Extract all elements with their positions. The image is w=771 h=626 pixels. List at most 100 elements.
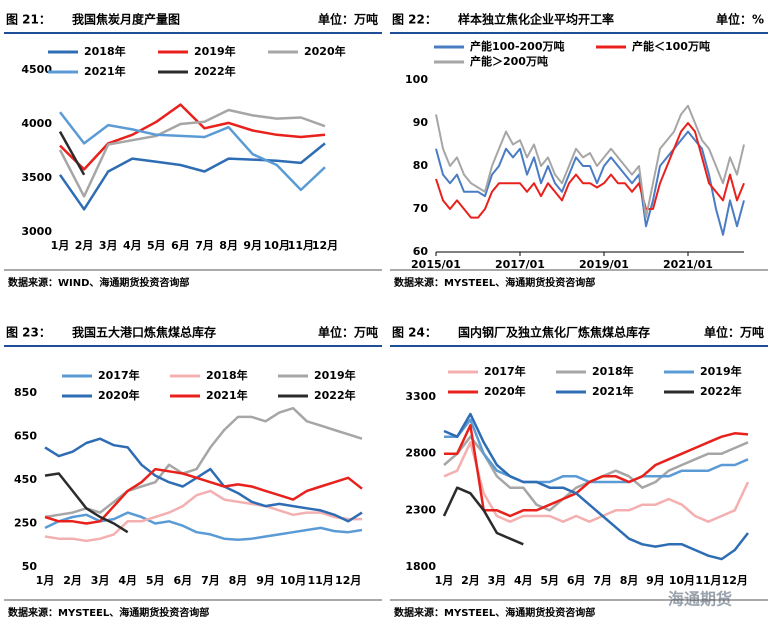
- series-line: [44, 406, 363, 519]
- x-tick-label: 12月: [722, 574, 748, 587]
- figure-number: 图 22：: [392, 13, 437, 27]
- unit-label: 单位：%: [716, 12, 764, 27]
- x-tick-label: 11月: [695, 574, 721, 587]
- y-tick-label: 1800: [405, 560, 436, 573]
- x-tick-label: 2月: [75, 239, 94, 252]
- legend-label: 2020年: [304, 44, 346, 58]
- x-tick-label: 7月: [201, 574, 220, 587]
- x-tick-label: 2月: [63, 574, 82, 587]
- x-tick-label: 9月: [646, 574, 665, 587]
- x-tick-label: 4月: [514, 574, 533, 587]
- y-tick-label: 4000: [21, 117, 52, 130]
- legend-label: 产能＞200万吨: [470, 54, 548, 68]
- x-tick-label: 10月: [264, 239, 290, 252]
- x-tick-label: 6月: [567, 574, 586, 587]
- x-tick-label: 1月: [435, 574, 454, 587]
- chart-title: 我国五大港口炼焦煤总库存: [72, 325, 216, 340]
- x-tick-label: 1月: [51, 239, 70, 252]
- x-tick-label: 12月: [335, 574, 361, 587]
- series-line: [58, 108, 326, 198]
- series-line: [44, 467, 363, 525]
- x-tick-label: 11月: [288, 239, 314, 252]
- series-line: [435, 122, 745, 219]
- x-tick-label: 5月: [146, 574, 165, 587]
- source-note: 数据来源：WIND、海通期货投资咨询部: [8, 276, 189, 289]
- chart-title: 我国焦炭月度产量图: [72, 12, 180, 27]
- watermark: 海通期货: [668, 590, 732, 609]
- unit-label: 单位：万吨: [318, 12, 378, 27]
- legend-label: 2017年: [98, 368, 140, 382]
- series-line: [435, 104, 745, 219]
- legend-label: 2020年: [98, 388, 140, 402]
- legend-label: 2019年: [700, 364, 742, 378]
- x-tick-label: 2019/01: [579, 258, 629, 271]
- x-tick-label: 1月: [36, 574, 55, 587]
- series-line: [44, 489, 362, 543]
- x-tick-label: 5月: [147, 239, 166, 252]
- legend-label: 2021年: [84, 64, 126, 78]
- y-tick-label: 60: [413, 245, 429, 258]
- legend-label: 2018年: [592, 364, 634, 378]
- y-tick-label: 80: [413, 159, 429, 172]
- series-line: [443, 412, 749, 561]
- y-tick-label: 4500: [21, 63, 52, 76]
- y-tick-label: 70: [413, 202, 429, 215]
- y-tick-label: 3500: [21, 171, 52, 184]
- legend-label: 2022年: [314, 388, 356, 402]
- series-line: [435, 130, 745, 236]
- y-tick-label: 3300: [405, 390, 436, 403]
- legend-label: 2022年: [194, 64, 236, 78]
- x-tick-label: 2017/01: [495, 258, 545, 271]
- x-tick-label: 3月: [488, 574, 507, 587]
- series-line: [59, 103, 326, 171]
- y-tick-label: 250: [14, 517, 37, 530]
- legend-label: 2020年: [484, 384, 526, 398]
- y-tick-label: 100: [405, 73, 428, 86]
- series-line: [44, 437, 363, 523]
- series-line: [444, 424, 749, 518]
- figure-number: 图 21：: [6, 13, 51, 27]
- legend-label: 2019年: [194, 44, 236, 58]
- x-tick-label: 9月: [256, 574, 275, 587]
- chart-title: 国内钢厂及独立焦化厂炼焦煤总库存: [458, 325, 650, 340]
- x-tick-label: 4月: [123, 239, 142, 252]
- unit-label: 单位：万吨: [318, 325, 378, 340]
- x-tick-label: 10月: [280, 574, 306, 587]
- y-tick-label: 90: [413, 116, 429, 129]
- y-tick-label: 2300: [405, 503, 436, 516]
- x-tick-label: 6月: [173, 574, 192, 587]
- series-line: [443, 441, 750, 523]
- x-tick-label: 2021/01: [663, 258, 713, 271]
- y-tick-label: 2800: [405, 447, 436, 460]
- x-tick-label: 5月: [540, 574, 559, 587]
- x-tick-label: 2015/01: [411, 258, 461, 271]
- legend-label: 2019年: [314, 368, 356, 382]
- x-tick-label: 7月: [195, 239, 214, 252]
- x-tick-label: 12月: [312, 239, 338, 252]
- legend-label: 产能＜100万吨: [632, 39, 710, 53]
- x-tick-label: 4月: [118, 574, 137, 587]
- legend-label: 2021年: [592, 384, 634, 398]
- source-note: 数据来源：MYSTEEL、海通期货投资咨询部: [394, 276, 595, 289]
- x-tick-label: 7月: [593, 574, 612, 587]
- unit-label: 单位：万吨: [704, 325, 764, 340]
- figure-number: 图 23：: [6, 326, 51, 340]
- x-tick-label: 3月: [99, 239, 118, 252]
- legend-label: 2018年: [206, 368, 248, 382]
- legend-label: 2018年: [84, 44, 126, 58]
- x-tick-label: 9月: [243, 239, 262, 252]
- x-tick-label: 8月: [219, 239, 238, 252]
- chart-title: 样本独立焦化企业平均开工率: [458, 12, 614, 27]
- legend-label: 2017年: [484, 364, 526, 378]
- series-line: [58, 130, 86, 176]
- y-tick-label: 50: [22, 560, 38, 573]
- x-tick-label: 10月: [669, 574, 695, 587]
- x-tick-label: 6月: [171, 239, 190, 252]
- legend-label: 2021年: [206, 388, 248, 402]
- source-note: 数据来源：MYSTEEL、海通期货投资咨询部: [394, 606, 595, 619]
- y-tick-label: 3000: [21, 225, 52, 238]
- x-tick-label: 8月: [229, 574, 248, 587]
- y-tick-label: 450: [14, 473, 37, 486]
- series-line: [58, 142, 326, 211]
